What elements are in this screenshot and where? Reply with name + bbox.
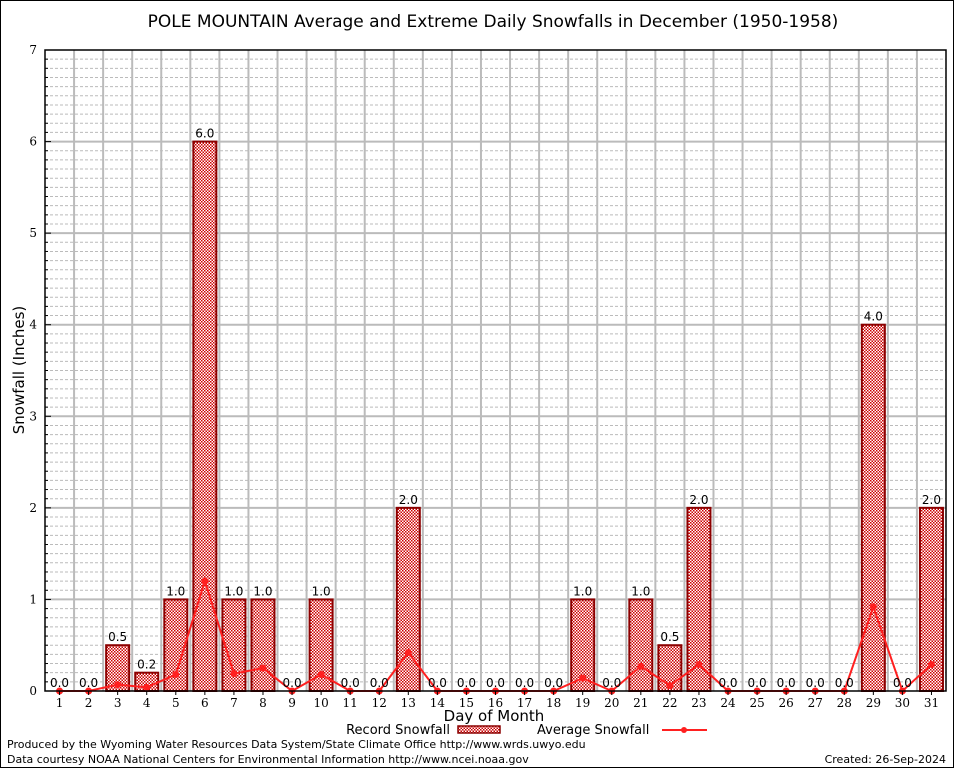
footer-produced: Produced by the Wyoming Water Resources … xyxy=(7,738,586,751)
x-tick-label: 16 xyxy=(488,696,503,710)
x-tick-label: 8 xyxy=(259,696,267,710)
legend: Record Snowfall Average Snowfall xyxy=(346,723,707,738)
average-point-day-22 xyxy=(666,682,674,690)
average-point-day-31 xyxy=(927,660,935,668)
chart-title: POLE MOUNTAIN Average and Extreme Daily … xyxy=(148,12,839,32)
x-tick-label: 21 xyxy=(633,696,648,710)
y-tick-label: 0 xyxy=(29,684,37,698)
record-bar-day-21 xyxy=(628,598,654,693)
record-bar-day-29 xyxy=(860,323,886,692)
record-label-day-21: 1.0 xyxy=(631,584,650,598)
record-label-day-25: 0.0 xyxy=(748,676,767,690)
x-tick-label: 1 xyxy=(56,696,64,710)
record-label-day-15: 0.0 xyxy=(457,676,476,690)
record-label-day-18: 0.0 xyxy=(544,676,563,690)
record-label-day-19: 1.0 xyxy=(573,584,592,598)
x-tick-label: 3 xyxy=(114,696,122,710)
y-tick-label: 6 xyxy=(29,135,37,149)
x-tick-label: 24 xyxy=(720,696,736,710)
x-tick-label: 25 xyxy=(749,696,764,710)
average-point-day-5 xyxy=(172,671,180,679)
x-tick-label: 6 xyxy=(201,696,209,710)
x-tick-label: 9 xyxy=(288,696,296,710)
record-label-day-14: 0.0 xyxy=(428,676,447,690)
x-tick-label: 14 xyxy=(430,696,446,710)
record-label-day-26: 0.0 xyxy=(777,676,796,690)
x-tick-label: 4 xyxy=(143,696,151,710)
average-point-day-10 xyxy=(317,671,325,679)
x-tick-label: 20 xyxy=(604,696,619,710)
x-tick-label: 15 xyxy=(459,696,474,710)
x-tick-label: 7 xyxy=(230,696,238,710)
y-tick-label: 2 xyxy=(29,501,37,515)
record-label-day-7: 1.0 xyxy=(224,584,243,598)
x-tick-label: 2 xyxy=(85,696,93,710)
average-point-day-6 xyxy=(201,577,209,585)
x-tick-label: 30 xyxy=(895,696,910,710)
x-tick-label: 19 xyxy=(575,696,590,710)
average-point-day-13 xyxy=(404,649,412,657)
record-label-day-11: 0.0 xyxy=(341,676,360,690)
x-tick-label: 12 xyxy=(372,696,387,710)
record-label-day-30: 0.0 xyxy=(893,676,912,690)
record-label-day-9: 0.0 xyxy=(283,676,302,690)
record-label-day-1: 0.0 xyxy=(50,676,69,690)
record-label-day-4: 0.2 xyxy=(137,658,156,672)
x-tick-label: 5 xyxy=(172,696,180,710)
record-label-day-20: 0.0 xyxy=(602,676,621,690)
legend-average-marker xyxy=(681,727,687,733)
record-label-day-29: 4.0 xyxy=(864,310,883,324)
x-tick-label: 27 xyxy=(808,696,823,710)
x-tick-label: 13 xyxy=(401,696,416,710)
legend-record-label: Record Snowfall xyxy=(346,723,450,738)
average-point-day-7 xyxy=(230,670,238,678)
average-point-day-8 xyxy=(259,664,267,672)
x-tick-label: 28 xyxy=(837,696,852,710)
record-label-day-12: 0.0 xyxy=(370,676,389,690)
x-tick-label: 26 xyxy=(779,696,794,710)
record-label-day-22: 0.5 xyxy=(660,630,679,644)
x-tick-label: 11 xyxy=(343,696,358,710)
legend-average-label: Average Snowfall xyxy=(537,723,649,738)
record-label-day-2: 0.0 xyxy=(79,676,98,690)
record-bar-day-8 xyxy=(250,598,276,693)
record-label-day-13: 2.0 xyxy=(399,493,418,507)
y-tick-label: 5 xyxy=(29,226,37,240)
record-label-day-27: 0.0 xyxy=(806,676,825,690)
x-tick-label: 29 xyxy=(866,696,881,710)
record-label-day-31: 2.0 xyxy=(922,493,941,507)
y-tick-label: 4 xyxy=(29,318,37,332)
record-label-day-16: 0.0 xyxy=(486,676,505,690)
record-label-day-28: 0.0 xyxy=(835,676,854,690)
record-label-day-17: 0.0 xyxy=(515,676,534,690)
y-tick-label: 3 xyxy=(29,409,37,423)
record-label-day-24: 0.0 xyxy=(718,676,737,690)
average-point-day-29 xyxy=(869,603,877,611)
y-tick-label: 7 xyxy=(29,43,37,57)
record-label-day-8: 1.0 xyxy=(253,584,272,598)
y-tick-label: 1 xyxy=(29,592,37,606)
footer-created: Created: 26-Sep-2024 xyxy=(824,753,946,766)
x-tick-label: 10 xyxy=(313,696,328,710)
record-label-day-23: 2.0 xyxy=(689,493,708,507)
x-tick-label: 22 xyxy=(662,696,677,710)
record-label-day-6: 6.0 xyxy=(195,127,214,141)
average-point-day-4 xyxy=(143,683,151,691)
record-label-day-3: 0.5 xyxy=(108,630,127,644)
average-point-day-21 xyxy=(637,662,645,670)
record-label-day-10: 1.0 xyxy=(312,584,331,598)
x-tick-label: 23 xyxy=(691,696,706,710)
y-axis-label: Snowfall (Inches) xyxy=(10,306,28,434)
x-axis-label: Day of Month xyxy=(444,707,545,725)
average-point-day-3 xyxy=(114,681,122,689)
average-point-day-19 xyxy=(579,674,587,682)
x-tick-label: 18 xyxy=(546,696,561,710)
average-point-day-23 xyxy=(695,660,703,668)
x-tick-label: 31 xyxy=(924,696,939,710)
footer-courtesy: Data courtesy NOAA National Centers for … xyxy=(7,753,529,766)
x-tick-label: 17 xyxy=(517,696,532,710)
record-label-day-5: 1.0 xyxy=(166,584,185,598)
legend-record-swatch xyxy=(457,725,501,734)
